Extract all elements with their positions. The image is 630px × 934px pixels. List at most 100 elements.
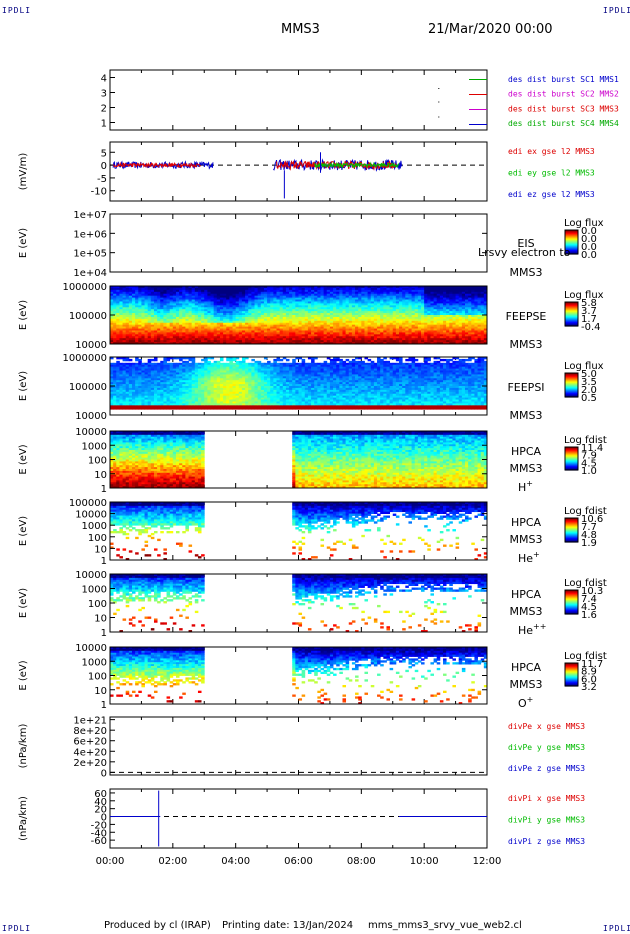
heatmap-cell — [194, 305, 199, 308]
heatmap-cell — [113, 320, 117, 324]
heatmap-cell — [163, 286, 167, 289]
heatmap-cell — [251, 309, 255, 312]
heatmap-cell — [175, 303, 180, 306]
heatmap-cell — [119, 287, 123, 291]
heatmap-cell — [219, 291, 224, 295]
heatmap-cell — [257, 301, 262, 304]
heatmap-cell — [153, 289, 158, 293]
heatmap-cell — [153, 340, 158, 343]
heatmap-cell — [251, 315, 255, 318]
heatmap-cell — [197, 324, 202, 327]
heatmap-cell — [263, 322, 268, 326]
heatmap-cell — [163, 336, 167, 339]
heatmap-cell — [147, 291, 152, 295]
heatmap-cell — [150, 287, 155, 291]
heatmap-cell — [116, 342, 120, 345]
heatmap-cell — [207, 287, 211, 291]
heatmap-cell — [116, 320, 120, 324]
heatmap-cell — [226, 407, 230, 410]
heatmap-cell — [194, 303, 199, 306]
heatmap-cell — [216, 326, 221, 329]
heatmap-cell — [179, 328, 183, 331]
heatmap-cell — [260, 342, 265, 345]
heatmap-cell — [135, 322, 139, 326]
heatmap-cell — [166, 286, 171, 289]
heatmap-cell — [260, 318, 265, 322]
heatmap-cell — [125, 326, 130, 329]
heatmap-cell — [116, 322, 120, 326]
heatmap-cell — [254, 326, 259, 329]
heatmap-cell — [138, 303, 142, 306]
heatmap-cell — [188, 340, 193, 343]
heatmap-cell — [147, 322, 152, 326]
heatmap-cell — [185, 297, 189, 300]
heatmap-cell — [263, 311, 268, 314]
y-tick-label: 1 — [101, 119, 107, 130]
heatmap-cell — [226, 291, 230, 295]
heatmap-cell — [172, 301, 177, 304]
heatmap-cell — [229, 334, 233, 337]
legend-entry: des dist burst SC4 MMS4 — [508, 119, 619, 128]
heatmap-cell — [260, 324, 265, 327]
heatmap-cell — [110, 322, 114, 326]
heatmap-cell — [216, 336, 221, 339]
heatmap-cell — [131, 293, 136, 297]
heatmap-cell — [229, 287, 233, 291]
heatmap-cell — [135, 311, 139, 314]
heatmap-cell — [169, 330, 174, 333]
heatmap-cell — [226, 307, 230, 310]
heatmap-cell — [238, 330, 243, 333]
heatmap-cell — [163, 293, 167, 297]
panel-frame-top — [109, 213, 488, 273]
heatmap-cell — [157, 318, 161, 322]
heatmap-cell — [223, 336, 227, 339]
heatmap-cell — [251, 286, 255, 289]
heatmap-cell — [257, 342, 262, 345]
heatmap-cell — [157, 297, 161, 300]
heatmap-cell — [182, 305, 186, 308]
heatmap-cell — [153, 332, 158, 335]
heatmap-cell — [226, 334, 230, 337]
heatmap-cell — [254, 297, 259, 300]
heatmap-cell — [226, 338, 230, 341]
heatmap-cell — [223, 289, 227, 293]
heatmap-cell — [172, 330, 177, 333]
heatmap-cell — [201, 307, 205, 310]
colorbar-segment — [565, 231, 578, 233]
heatmap-cell — [122, 338, 127, 341]
heatmap-cell — [194, 334, 199, 337]
panel-frame — [109, 141, 488, 202]
heatmap-cell — [241, 326, 246, 329]
heatmap-cell — [204, 338, 208, 341]
heatmap-cell — [260, 338, 265, 341]
heatmap-cell — [182, 340, 186, 343]
heatmap-cell — [138, 309, 142, 312]
heatmap-cell — [210, 315, 215, 318]
heatmap-cell — [216, 328, 221, 331]
heatmap-cell — [219, 318, 224, 322]
heatmap-cell — [144, 315, 149, 318]
heatmap-cell — [119, 297, 123, 300]
heatmap-cell — [172, 313, 177, 316]
heatmap-cell — [257, 303, 262, 306]
heatmap-cell — [110, 324, 114, 327]
heatmap-cell — [163, 334, 167, 337]
heatmap-cell — [194, 313, 199, 316]
heatmap-cell — [254, 313, 259, 316]
heatmap-cell — [131, 286, 136, 289]
heatmap-cell — [122, 342, 127, 345]
heatmap-cell — [169, 334, 174, 337]
heatmap-cell — [229, 309, 233, 312]
heatmap-cell — [147, 316, 152, 320]
heatmap-cell — [175, 291, 180, 295]
y-tick-label: 2 — [101, 104, 107, 115]
heatmap-cell — [179, 316, 183, 320]
heatmap-cell — [172, 324, 177, 327]
heatmap-cell — [119, 301, 123, 304]
heatmap-cell — [248, 309, 252, 312]
heatmap-cell — [125, 328, 130, 331]
heatmap-cell — [113, 311, 117, 314]
heatmap-cell — [238, 305, 243, 308]
heatmap-cell — [166, 332, 171, 335]
